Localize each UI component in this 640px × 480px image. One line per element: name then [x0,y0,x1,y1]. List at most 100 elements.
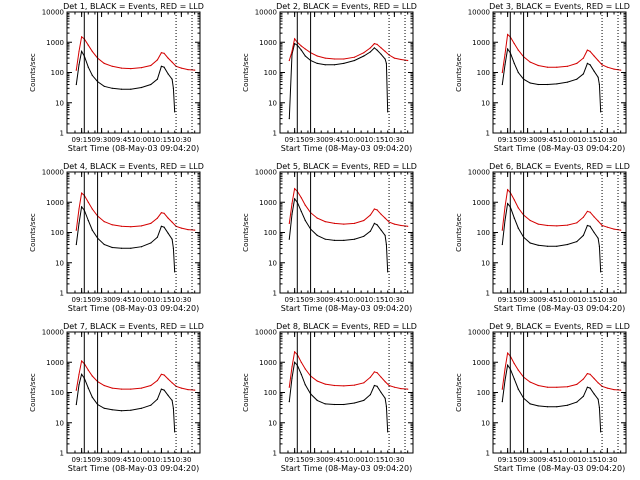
series-events-line [75,50,176,112]
y-tick-label: 10000 [468,9,490,17]
series-lld-point [300,197,302,199]
series-lld-point [87,369,89,371]
y-tick-label: 10000 [255,169,277,177]
series-lld-line [501,33,621,73]
y-tick-label: 100 [477,69,490,77]
series-lld-point [120,67,123,69]
series-events-point [546,245,549,247]
series-events-point [504,219,506,222]
x-axis-title: Start Time (08-May-03 09:04:20) [68,144,199,153]
series-lld-point [316,380,318,382]
series-lld-point [537,384,539,387]
series-lld-point [597,220,599,222]
series-events-point [598,245,601,247]
panel-title: Det 2, BLACK = Events, RED = LLD [276,2,417,11]
series-lld-point [407,225,409,227]
series-lld-point [103,384,105,387]
series-lld-point [393,386,395,388]
x-tick-label: 09:15 [72,136,92,144]
x-tick-label: 09:30 [91,136,111,144]
x-axis-title: Start Time (08-May-03 09:04:20) [68,304,199,313]
series-events-point [589,225,591,227]
y-tick-label: 10000 [468,329,490,337]
series-lld-point [75,69,77,71]
series-events-point [103,407,105,409]
series-events-point [294,361,296,363]
series-events-point [529,242,531,244]
series-lld-line [75,192,195,231]
x-tick-label: 09:45 [324,296,344,304]
series-events-point [385,405,387,407]
series-lld-point [576,383,578,385]
x-tick-label: 10:15 [577,296,597,304]
series-events-point [501,243,503,246]
series-events-point [582,395,585,397]
x-axis-title: Start Time (08-May-03 09:04:20) [494,304,625,313]
y-axis-title: Counts/sec [242,373,250,412]
y-tick-label: 10000 [255,9,277,17]
series-lld-point [150,384,152,387]
series-lld-point [333,58,336,60]
series-lld-point [187,389,189,391]
series-lld-point [513,43,515,45]
series-events-point [513,62,515,64]
plot-frame [279,331,414,454]
series-events-point [597,398,599,400]
series-lld-line [288,37,408,61]
series-events-point [91,229,93,231]
series-lld-point [167,57,169,59]
series-events-point [316,234,318,236]
series-lld-point [376,43,378,46]
series-lld-point [140,387,143,389]
x-axis-title: Start Time (08-May-03 09:04:20) [494,144,625,153]
x-tick-label: 10:00 [131,136,151,144]
series-events-point [291,213,293,215]
x-tick-label: 09:15 [285,136,305,144]
series-events-point [78,384,80,386]
y-tick-label: 10 [481,419,490,427]
series-events-point [304,384,306,386]
series-events-point [174,271,176,273]
series-lld-point [363,219,365,222]
series-events-line [288,197,389,272]
series-lld-point [513,199,515,201]
series-lld-point [606,66,609,68]
x-tick-label: 10:00 [344,456,364,464]
series-events-point [291,377,293,379]
series-events-point [91,396,93,398]
series-events-point [343,403,345,406]
series-events-point [597,237,599,239]
series-events-line [501,202,602,272]
series-events-point [363,55,365,57]
y-tick-label: 1 [486,290,490,298]
series-events-point [288,401,290,403]
series-events-point [600,111,602,113]
series-lld-point [343,385,345,387]
series-lld-line [288,187,408,227]
series-events-point [87,66,89,68]
series-events-point [172,407,174,409]
series-events-point [593,231,595,234]
series-lld-point [566,65,569,67]
series-lld-point [140,67,143,69]
series-lld-point [324,221,326,223]
series-events-point [537,83,539,86]
series-events-point [369,230,371,232]
series-events-point [140,86,143,89]
y-axis-title: Counts/sec [242,213,250,252]
series-lld-point [304,368,306,370]
series-events-point [324,238,326,240]
series-lld-point [369,376,371,378]
series-events-point [387,111,389,113]
series-events-point [78,222,80,224]
series-lld-point [593,55,595,57]
series-lld-line [75,360,195,391]
series-lld-point [546,66,549,68]
y-tick-label: 100 [264,69,277,77]
series-lld-point [81,36,83,38]
panel-det-9: 1 10 100 1000 10000 09:15 09:30 09:45 10:00 10:15… [455,322,630,473]
panel-det-4: 1 10 100 1000 10000 09:15 09:30 09:45 10:00 10:15… [29,162,204,313]
series-events-line [501,47,602,112]
series-lld-point [393,57,395,59]
x-tick-label: 09:30 [304,456,324,464]
